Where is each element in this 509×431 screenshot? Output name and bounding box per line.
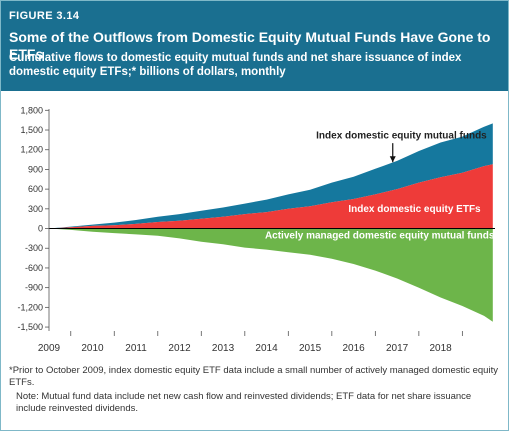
- area-index-etfs: [49, 164, 493, 229]
- area-chart: 1,800 1,500 1,200 900 600 300 0 -300 -600 -900 -1,…: [17, 105, 495, 354]
- figure-label: FIGURE 3.14: [9, 10, 80, 22]
- y-tick-label: 1,200: [20, 145, 43, 155]
- area-active-mutual-funds: [49, 228, 493, 322]
- chart-area: 1,800 1,500 1,200 900 600 300 0 -300 -600 -900 -1,…: [1, 91, 508, 361]
- area-index-mutual-funds: [49, 123, 493, 229]
- y-tick-label: 1,500: [20, 125, 43, 135]
- footnote: *Prior to October 2009, index domestic e…: [9, 365, 498, 388]
- x-tick-label: 2012: [168, 343, 191, 354]
- x-tick-label: 2009: [38, 343, 61, 354]
- y-tick-label: -900: [25, 283, 43, 293]
- label-active-mutual-funds: Actively managed domestic equity mutual …: [265, 230, 495, 241]
- chart-annotations: Index domestic equity mutual funds Index …: [265, 131, 495, 242]
- figure-header: FIGURE 3.14 Some of the Outflows from Do…: [1, 1, 508, 91]
- x-tick-label: 2017: [386, 343, 409, 354]
- x-tick-label: 2013: [212, 343, 235, 354]
- y-tick-label: 900: [28, 164, 43, 174]
- y-tick-label: -1,500: [17, 322, 43, 332]
- chart-axes: 1,800 1,500 1,200 900 600 300 0 -300 -600 -900 -1,…: [17, 105, 495, 354]
- data-note: Note: Mutual fund data include net new c…: [16, 391, 472, 414]
- label-index-etfs: Index domestic equity ETFs: [348, 204, 481, 215]
- label-index-mutual-funds: Index domestic equity mutual funds: [316, 131, 487, 142]
- chart-areas: [49, 123, 493, 322]
- y-tick-label: -300: [25, 243, 43, 253]
- x-tick-label: 2016: [342, 343, 365, 354]
- y-tick-label: -600: [25, 263, 43, 273]
- figure-subtitle: Cumulative flows to domestic equity mutu…: [9, 52, 462, 78]
- figure-title: Some of the Outflows from Domestic Equit…: [9, 29, 491, 62]
- label-arrow-head: [389, 156, 396, 163]
- x-tick-label: 2011: [125, 343, 147, 354]
- x-tick-label: 2018: [429, 343, 452, 354]
- x-tick-label: 2014: [255, 343, 278, 354]
- chart-notes: *Prior to October 2009, index domestic e…: [9, 365, 499, 417]
- x-tick-label: 2015: [299, 343, 322, 354]
- y-tick-label: -1,200: [17, 302, 43, 312]
- y-tick-label: 1,800: [20, 105, 43, 115]
- x-tick-label: 2010: [81, 343, 104, 354]
- y-tick-label: 0: [38, 224, 43, 234]
- y-tick-label: 300: [28, 204, 43, 214]
- y-tick-label: 600: [28, 184, 43, 194]
